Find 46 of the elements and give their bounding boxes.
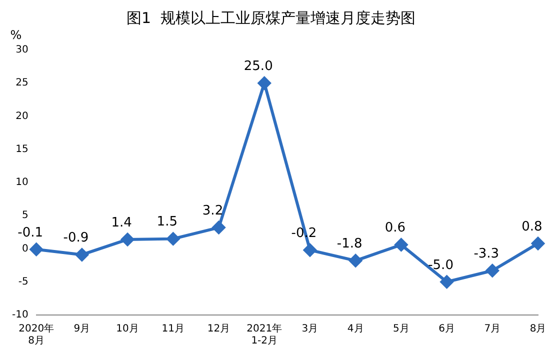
y-tick-label: 20	[16, 110, 28, 122]
data-label: 0.6	[384, 220, 406, 236]
point	[30, 242, 43, 256]
x-tick-label: 10月	[116, 324, 139, 335]
y-tick-label: 0	[22, 243, 28, 254]
point	[349, 254, 362, 268]
data-label: -3.3	[474, 246, 500, 262]
point	[394, 238, 408, 252]
y-tick-label: -10	[12, 310, 28, 321]
point	[440, 275, 454, 288]
x-tick-label: 8月	[530, 324, 546, 335]
y-tick-label: 5	[22, 210, 28, 222]
x-tick-label: 5月	[392, 324, 410, 335]
data-label: 25.0	[244, 59, 273, 74]
chart-title: 图1 规模以上工业原煤产量增速月度走势图	[126, 8, 416, 27]
data-label: 1.5	[156, 214, 178, 230]
y-tick-label: 10	[16, 177, 28, 188]
point	[121, 232, 134, 246]
x-tick-label: 11月	[162, 324, 185, 335]
data-label: 3.2	[202, 203, 224, 218]
point	[532, 236, 544, 250]
data-label: -5.0	[428, 258, 454, 273]
point	[258, 76, 271, 90]
x-tick-label: 7月	[484, 324, 501, 335]
y-tick-label: 15	[16, 144, 28, 155]
data-label: -1.8	[336, 236, 362, 252]
point	[75, 248, 88, 262]
x-tick-label: 4月	[347, 324, 364, 335]
point	[486, 264, 499, 278]
point	[166, 232, 180, 246]
data-label: -0.1	[18, 225, 44, 240]
y-tick-label: 25	[16, 78, 28, 89]
x-tick-label: 6月	[438, 324, 455, 335]
point	[212, 221, 226, 234]
y-tick-label: -5	[18, 276, 28, 288]
point	[303, 244, 316, 257]
x-tick-label: 12月	[207, 324, 230, 335]
data-label: 0.8	[522, 219, 542, 234]
x-tick-label: 9月	[74, 324, 90, 335]
x-tick-label: 3月	[302, 324, 318, 335]
x-tick-label: 2020年 8月	[18, 322, 54, 347]
x-tick-label: 2021年 1-2月	[246, 322, 282, 347]
data-label: 1.4	[111, 215, 132, 230]
y-axis-title: %	[10, 28, 22, 42]
y-tick-label: 30	[16, 44, 28, 56]
data-label: -0.9	[63, 230, 89, 246]
